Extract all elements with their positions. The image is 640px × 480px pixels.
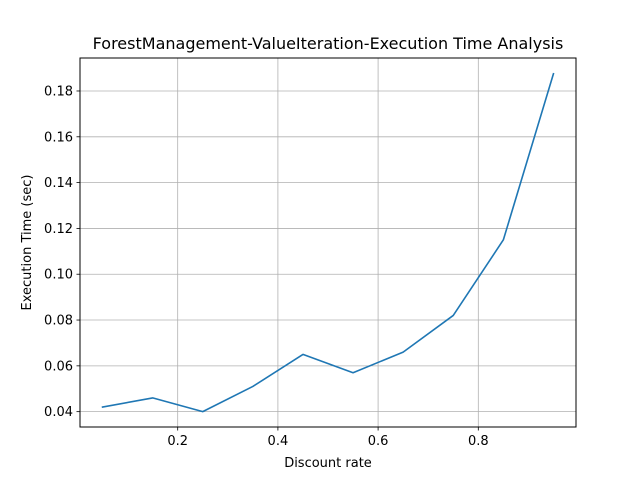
x-axis-label: Discount rate bbox=[284, 456, 372, 471]
chart-title: ForestManagement-ValueIteration-Executio… bbox=[93, 34, 564, 53]
ticks: 0.2 0.4 0.6 0.8 0.04 0.06 0.08 0.10 0.12 0.14 0.16… bbox=[44, 84, 489, 449]
y-tick-label: 0.14 bbox=[44, 176, 73, 191]
x-tick-label: 0.2 bbox=[167, 434, 188, 449]
y-axis-label: Execution Time (sec) bbox=[20, 175, 35, 311]
x-tick-label: 0.6 bbox=[368, 434, 389, 449]
y-tick-label: 0.18 bbox=[44, 84, 73, 99]
x-tick-label: 0.8 bbox=[468, 434, 489, 449]
y-tick-label: 0.06 bbox=[44, 359, 73, 374]
y-tick-label: 0.16 bbox=[44, 130, 73, 145]
y-tick-label: 0.08 bbox=[44, 314, 73, 329]
series-layer bbox=[101, 72, 555, 413]
y-tick-label: 0.04 bbox=[44, 405, 73, 420]
grid bbox=[80, 58, 576, 427]
x-tick-label: 0.4 bbox=[268, 434, 289, 449]
plot-frame bbox=[79, 57, 577, 428]
y-tick-label: 0.10 bbox=[44, 268, 73, 283]
series-line bbox=[101, 72, 555, 413]
y-tick-label: 0.12 bbox=[44, 222, 73, 237]
